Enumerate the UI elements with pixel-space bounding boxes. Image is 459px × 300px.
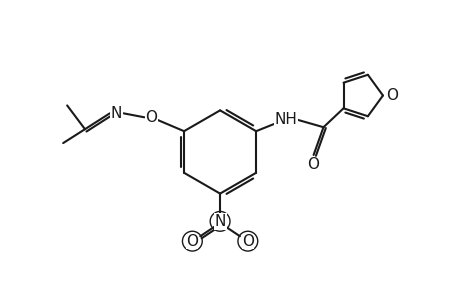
- Text: N: N: [111, 106, 122, 121]
- Text: O: O: [385, 88, 397, 103]
- Text: O: O: [186, 234, 198, 249]
- Text: NH: NH: [274, 112, 297, 127]
- Text: O: O: [145, 110, 157, 125]
- Text: O: O: [241, 234, 253, 249]
- Text: N: N: [214, 214, 225, 229]
- Text: O: O: [307, 158, 319, 172]
